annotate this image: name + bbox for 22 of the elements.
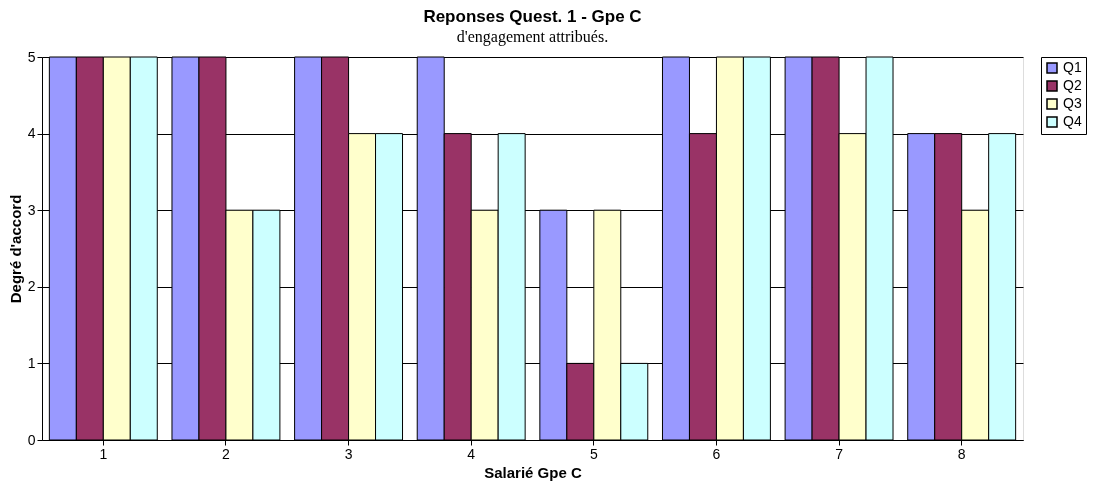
legend-label: Q3 [1063,95,1082,111]
x-tick-label: 6 [712,445,721,462]
x-tick-label: 8 [957,445,966,462]
y-tick-label: 2 [27,278,36,295]
y-tick-label: 5 [27,48,36,65]
legend-label: Q1 [1063,59,1082,75]
x-tick-label: 2 [222,445,231,462]
x-tick-label: 3 [344,445,353,462]
x-axis-title: Salarié Gpe C [484,463,582,481]
y-tick-label: 0 [27,431,36,448]
y-tick-label: 3 [27,201,36,218]
legend-label: Q2 [1063,77,1082,93]
x-tick-label: 5 [589,445,598,462]
y-tick-label: 4 [27,125,36,142]
x-tick-label: 7 [835,445,844,462]
chart-title: Reponses Quest. 1 - Gpe C [423,7,642,26]
x-tick-label: 1 [99,445,108,462]
y-axis-title: Degré d'accord [6,194,24,304]
y-tick-label: 1 [27,354,36,371]
text: d'engagement attribués. [456,28,609,46]
legend-label: Q4 [1063,113,1082,129]
x-tick-label: 4 [467,445,476,462]
